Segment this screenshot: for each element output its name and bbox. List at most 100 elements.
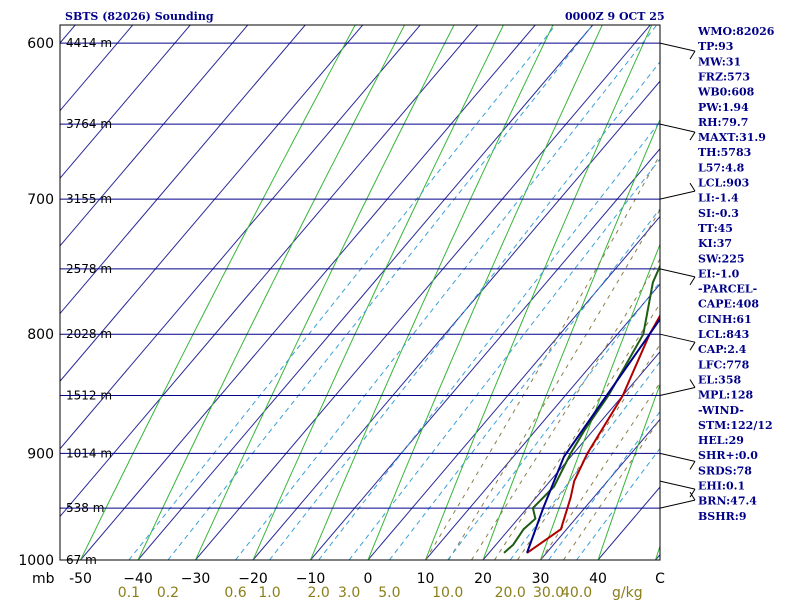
index-value: KI:37 bbox=[698, 237, 732, 250]
wind-barb bbox=[659, 491, 696, 509]
index-value: BSHR:9 bbox=[698, 510, 747, 523]
height-label: 2028 m bbox=[66, 327, 112, 341]
mixing-ratio-lines bbox=[128, 25, 660, 560]
isotherm-line bbox=[60, 25, 191, 180]
height-label: 538 m bbox=[66, 501, 104, 515]
height-label: 4414 m bbox=[66, 36, 112, 50]
mixing-ratio-line bbox=[509, 361, 660, 560]
plot-frame bbox=[59, 24, 661, 561]
wind-barb-shaft bbox=[659, 42, 696, 52]
index-value: WB0:608 bbox=[697, 86, 755, 99]
mixing-ratio-label: 0.6 bbox=[224, 585, 246, 600]
wind-barb-shaft bbox=[659, 499, 696, 509]
wind-barb-flag bbox=[689, 461, 696, 470]
index-value: L57:4.8 bbox=[698, 161, 745, 174]
index-value: EL:358 bbox=[698, 373, 741, 386]
temperature-line bbox=[526, 313, 660, 554]
index-value: LFC:778 bbox=[698, 358, 750, 371]
index-value: TT:45 bbox=[698, 222, 733, 235]
wind-barb bbox=[659, 480, 696, 498]
index-value: TH:5783 bbox=[698, 146, 751, 159]
chart-date: 0000Z 9 OCT 25 bbox=[565, 10, 665, 23]
pressure-tick-label: 1000 bbox=[18, 553, 54, 569]
index-value: SI:-0.3 bbox=[698, 207, 739, 220]
mixing-ratio-label: 1.0 bbox=[258, 585, 280, 600]
temperature-unit-label: C bbox=[655, 571, 665, 587]
profile-series bbox=[503, 263, 660, 554]
index-value: FRZ:573 bbox=[698, 70, 750, 83]
moist-adiabat bbox=[494, 302, 660, 560]
mixing-ratio-label: 30.0 bbox=[533, 585, 564, 600]
temperature-tick-label: −10 bbox=[296, 571, 326, 587]
isotherm-line bbox=[60, 25, 249, 247]
wind-barb-flag bbox=[689, 131, 696, 141]
index-value: MAXT:31.9 bbox=[698, 131, 766, 144]
index-value: CINH:61 bbox=[698, 313, 752, 326]
wind-barb-shaft bbox=[659, 268, 696, 278]
wind-barb-flag bbox=[689, 50, 696, 60]
wind-barb bbox=[659, 42, 696, 60]
mixing-ratio-label: 0.1 bbox=[118, 585, 140, 600]
pressure-tick-label: 900 bbox=[27, 446, 54, 462]
wind-barb-flag bbox=[689, 488, 696, 498]
mixing-ratio-label: 5.0 bbox=[378, 585, 400, 600]
pressure-tick-label: 700 bbox=[27, 192, 54, 208]
wind-barb-flag bbox=[689, 276, 696, 286]
wind-barb bbox=[659, 268, 696, 286]
wind-barb bbox=[659, 123, 696, 141]
index-value: LI:-1.4 bbox=[698, 192, 739, 205]
mixing-ratio-label: 40.0 bbox=[561, 585, 592, 600]
temperature-tick-label: −40 bbox=[123, 571, 153, 587]
moist-adiabat-lines bbox=[425, 153, 660, 560]
index-value: LCL:903 bbox=[698, 177, 749, 190]
index-value: PW:1.94 bbox=[698, 101, 749, 114]
wind-barb-flag bbox=[689, 341, 696, 351]
temperature-tick-label: 0 bbox=[364, 571, 373, 587]
wind-barb-flag bbox=[689, 379, 696, 388]
temperature-tick-label: 30 bbox=[532, 571, 550, 587]
index-value: EHI:0.1 bbox=[698, 480, 745, 493]
index-value: RH:79.7 bbox=[698, 116, 748, 129]
index-value: -PARCEL- bbox=[698, 283, 757, 296]
isotherm-line bbox=[80, 25, 536, 560]
wind-barb-shaft bbox=[659, 333, 696, 343]
axis-labels: 100200300400500600700800900100016610 m14… bbox=[18, 36, 665, 600]
height-label: 3764 m bbox=[66, 117, 112, 131]
wind-barb-flag bbox=[689, 491, 696, 501]
index-value: SHR+:0.0 bbox=[698, 449, 758, 462]
mixing-ratio-label: 20.0 bbox=[495, 585, 526, 600]
temperature-tick-label: -50 bbox=[69, 571, 92, 587]
wind-barb-shaft bbox=[659, 480, 696, 490]
height-label: 1512 m bbox=[66, 389, 112, 403]
wind-barb-shaft bbox=[659, 387, 696, 397]
isotherm-line bbox=[60, 25, 364, 382]
index-value: SRDS:78 bbox=[698, 464, 752, 477]
isotherm-line bbox=[137, 25, 594, 560]
height-label: 2578 m bbox=[66, 262, 112, 276]
index-value: TP:93 bbox=[698, 40, 733, 53]
wind-barb-shaft bbox=[659, 123, 696, 133]
index-value: HEL:29 bbox=[698, 434, 744, 447]
index-value: STM:122/12 bbox=[698, 419, 773, 432]
temperature-tick-label: 10 bbox=[417, 571, 435, 587]
wind-barb bbox=[659, 379, 696, 397]
height-label: 1014 m bbox=[66, 446, 112, 460]
pressure-unit-label: mb bbox=[32, 571, 55, 587]
index-value: -WIND- bbox=[698, 404, 744, 417]
mixing-ratio-label: 10.0 bbox=[432, 585, 463, 600]
wind-barb bbox=[659, 452, 696, 470]
index-value: BRN:47.4 bbox=[698, 495, 757, 508]
wind-barb-shaft bbox=[659, 190, 696, 200]
wind-barb-shaft bbox=[659, 452, 696, 462]
index-value: SW:225 bbox=[698, 252, 745, 265]
wind-barb bbox=[659, 333, 696, 351]
chart-title: SBTS (82026) Sounding bbox=[65, 10, 214, 23]
wind-barb bbox=[659, 182, 696, 200]
mixing-ratio-label: 3.0 bbox=[338, 585, 360, 600]
dewpoint-line bbox=[503, 263, 660, 554]
mixing-ratio-unit: g/kg bbox=[612, 585, 643, 600]
temperature-tick-label: 40 bbox=[589, 571, 607, 587]
mixing-ratio-label: 0.2 bbox=[157, 585, 179, 600]
